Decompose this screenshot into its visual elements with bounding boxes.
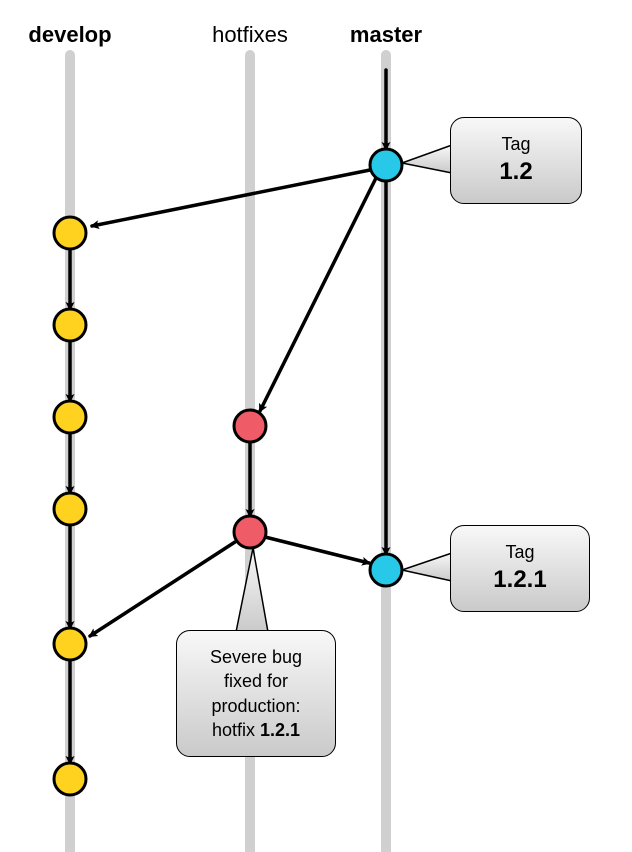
callout-tag-1-2-1: Tag 1.2.1: [450, 525, 590, 612]
tag-label: Tag: [467, 132, 565, 156]
callout-tag-1-2: Tag 1.2: [450, 117, 582, 204]
hotfix-note-version: 1.2.1: [260, 720, 300, 740]
branch-label-develop: develop: [28, 22, 111, 48]
branch-label-master: master: [350, 22, 422, 48]
tag-version: 1.2: [467, 156, 565, 188]
tag-label: Tag: [467, 540, 573, 564]
tag-version: 1.2.1: [467, 564, 573, 596]
callout-hotfix-note: Severe bug fixed for production: hotfix …: [176, 630, 336, 757]
branch-label-hotfixes: hotfixes: [212, 22, 288, 48]
